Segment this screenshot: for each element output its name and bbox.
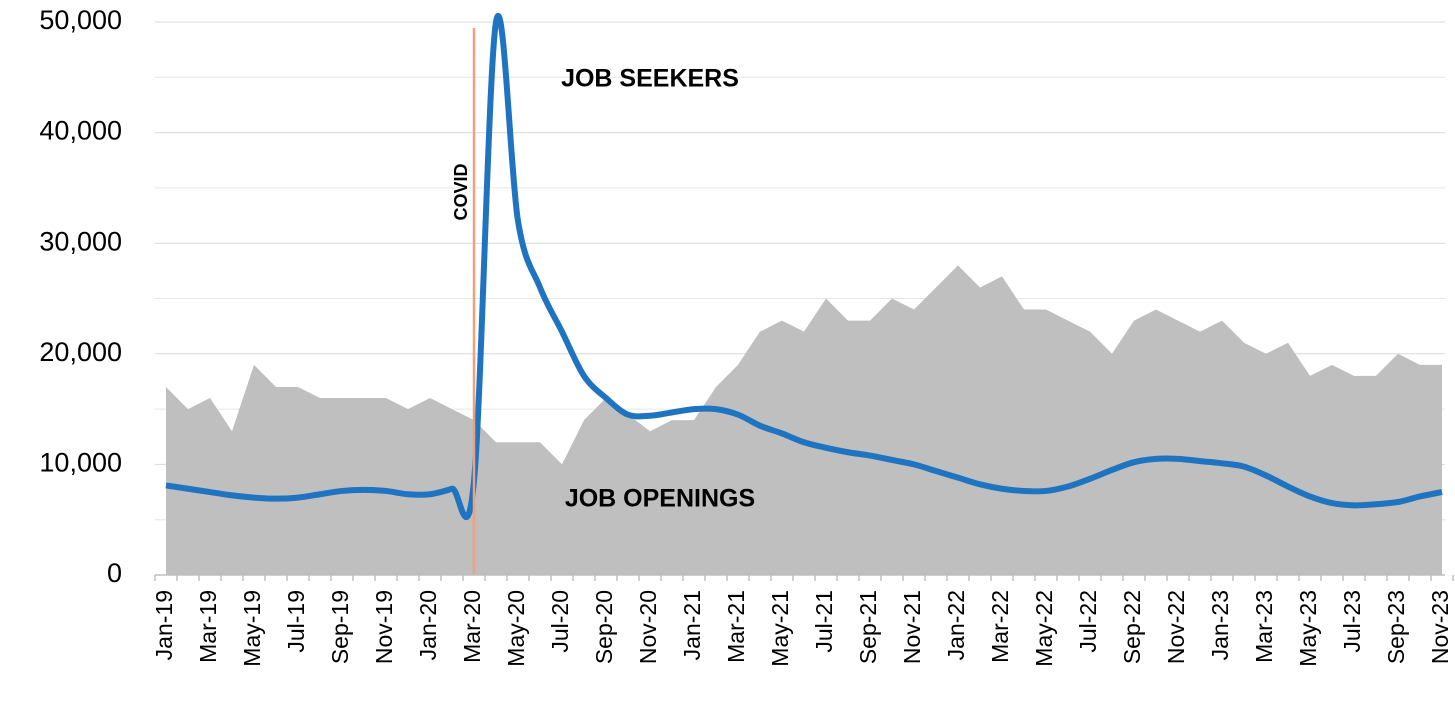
x-tick-label: Mar-20 [459,590,485,663]
x-tick-label: May-19 [239,590,265,667]
line [165,13,1443,520]
x-tick-label: Jan-19 [151,590,177,660]
x-tick-label: Nov-22 [1163,590,1189,664]
series-label: JOB OPENINGS [565,485,755,513]
x-tick-label: Jul-23 [1339,590,1365,653]
x-tick-label: Sep-23 [1383,590,1409,664]
area [166,265,1442,575]
x-tick-label: Jan-21 [679,590,705,660]
x-tick-label: Nov-19 [371,590,397,664]
y-tick-label: 40,000 [39,116,122,146]
x-tick-label: Nov-20 [635,590,661,664]
x-tick-label: Jul-21 [811,590,837,653]
y-tick-label: 50,000 [39,5,122,35]
x-tick-label: Nov-21 [899,590,925,664]
x-tick-label: Sep-22 [1119,590,1145,664]
x-tick-label: Sep-19 [327,590,353,664]
x-tick-label: Jul-20 [547,590,573,653]
x-tick-label: Sep-21 [855,590,881,664]
x-tick-label: Jul-19 [283,590,309,653]
x-tick-label: Mar-21 [723,590,749,663]
y-tick-label: 0 [107,558,122,588]
x-tick-label: Nov-23 [1427,590,1453,664]
y-tick-label: 30,000 [39,226,122,256]
y-tick-label: 20,000 [39,337,122,367]
annotation-label: COVID [451,163,471,220]
series-label: JOB SEEKERS [561,65,739,93]
x-tick-label: Mar-19 [195,590,221,663]
x-tick-label: Jan-23 [1207,590,1233,660]
x-tick-label: Sep-20 [591,590,617,664]
x-tick-label: Mar-22 [987,590,1013,663]
x-tick-label: Mar-23 [1251,590,1277,663]
y-tick-label: 10,000 [39,448,122,478]
x-tick-label: Jul-22 [1075,590,1101,653]
x-tick-label: Jan-22 [943,590,969,660]
x-tick-label: May-21 [767,590,793,667]
x-tick-label: Jan-20 [415,590,441,660]
x-tick-label: May-23 [1295,590,1321,667]
x-tick-label: May-20 [503,590,529,667]
x-tick-label: May-22 [1031,590,1057,667]
